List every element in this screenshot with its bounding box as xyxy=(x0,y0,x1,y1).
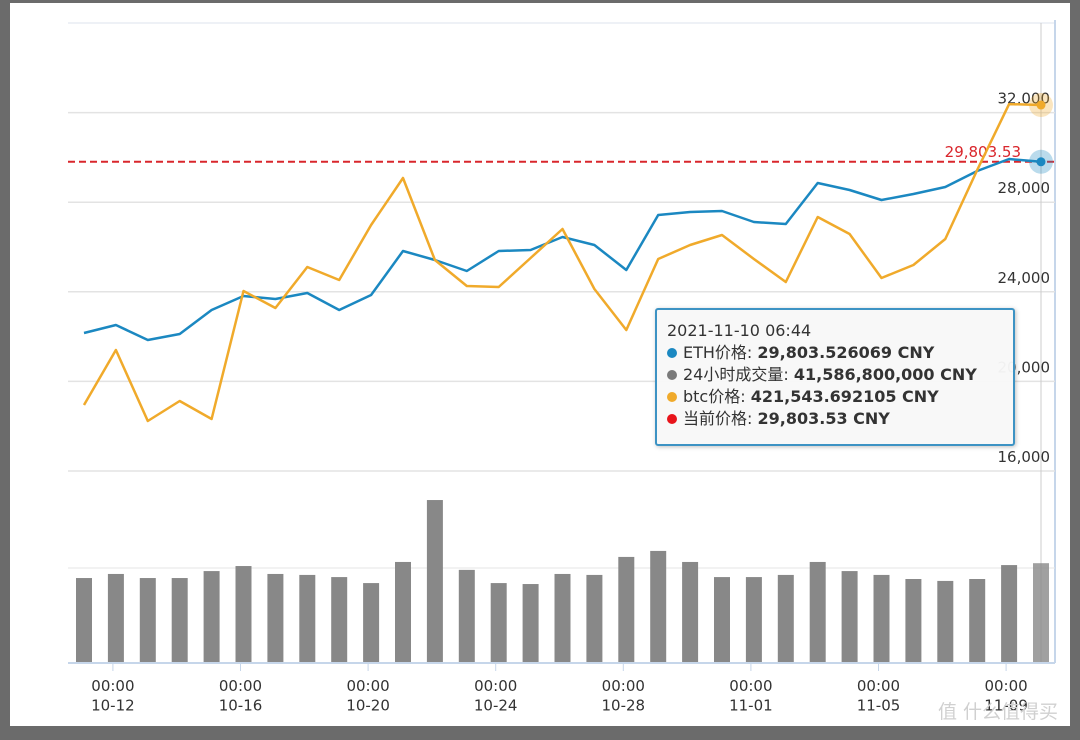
tooltip-dot xyxy=(667,414,677,424)
tooltip-label: 24小时成交量: xyxy=(683,365,789,384)
volume-bar xyxy=(682,561,699,663)
volume-bar xyxy=(618,556,635,663)
series-line xyxy=(82,102,1042,423)
x-tick-label: 00:00 10-16 xyxy=(219,677,263,715)
y-tick-label: 16,000 xyxy=(998,448,1051,466)
tooltip-value: 421,543.692105 CNY xyxy=(750,387,939,406)
volume-bar xyxy=(171,578,188,663)
volume-bar xyxy=(905,579,922,663)
volume-bar xyxy=(235,566,252,663)
volume-bar xyxy=(458,569,475,663)
volume-bar xyxy=(522,584,539,663)
tooltip-row: 24小时成交量: 41,586,800,000 CNY xyxy=(667,364,1003,386)
x-tick-label: 00:00 10-24 xyxy=(474,677,518,715)
x-tick-label: 00:00 11-09 xyxy=(984,677,1028,715)
x-tick-label: 00:00 10-20 xyxy=(346,677,390,715)
tooltip-dot xyxy=(667,392,677,402)
volume-bar xyxy=(76,578,92,663)
volume-bar xyxy=(777,574,794,663)
reference-label: 29,803.53 xyxy=(945,143,1021,161)
volume-bar xyxy=(1001,565,1018,663)
volume-bar xyxy=(873,574,890,663)
tooltip-value: 29,803.526069 CNY xyxy=(757,343,935,362)
tooltip-dot xyxy=(667,348,677,358)
volume-bar xyxy=(841,571,858,663)
tooltip-label: 当前价格: xyxy=(683,409,753,428)
volume-bar xyxy=(426,500,443,663)
x-tick-label: 00:00 11-01 xyxy=(729,677,773,715)
tooltip: 2021-11-10 06:44 ETH价格: 29,803.526069 CN… xyxy=(655,308,1015,446)
volume-bar xyxy=(395,561,411,663)
tooltip-value: 41,586,800,000 CNY xyxy=(793,365,977,384)
volume-bar xyxy=(331,577,348,663)
volume-bar xyxy=(586,574,603,663)
volume-bar xyxy=(267,573,284,663)
volume-bar xyxy=(299,574,316,663)
tooltip-dot xyxy=(667,370,677,380)
tooltip-title: 2021-11-10 06:44 xyxy=(667,321,812,340)
tooltip-label: btc价格: xyxy=(683,387,746,406)
volume-bar xyxy=(139,578,156,663)
y-tick-label: 28,000 xyxy=(998,179,1051,197)
volume-bar xyxy=(809,561,826,663)
tooltip-label: ETH价格: xyxy=(683,343,753,362)
tooltip-row: ETH价格: 29,803.526069 CNY xyxy=(667,342,1003,364)
volume-bar xyxy=(1033,563,1049,663)
volume-bar xyxy=(490,583,507,663)
volume-bar xyxy=(363,583,380,663)
volume-bar xyxy=(969,579,986,663)
tooltip-row: btc价格: 421,543.692105 CNY xyxy=(667,386,1003,408)
volume-bar xyxy=(107,573,124,663)
tooltip-row: 当前价格: 29,803.53 CNY xyxy=(667,408,1003,430)
y-tick-label: 24,000 xyxy=(998,269,1051,287)
volume-bar xyxy=(937,580,954,663)
volume-bar xyxy=(745,577,762,663)
volume-bar xyxy=(714,577,730,663)
hover-point xyxy=(1036,157,1046,167)
tooltip-value: 29,803.53 CNY xyxy=(757,409,890,428)
volume-bar xyxy=(650,550,667,663)
x-tick-label: 00:00 10-12 xyxy=(91,677,135,715)
volume-bar xyxy=(554,573,571,663)
x-tick-label: 00:00 11-05 xyxy=(857,677,901,715)
hover-point xyxy=(1036,100,1046,110)
watermark: 值 什么值得买 xyxy=(937,701,1058,723)
volume-bar xyxy=(203,571,220,663)
x-tick-label: 00:00 10-28 xyxy=(602,677,646,715)
